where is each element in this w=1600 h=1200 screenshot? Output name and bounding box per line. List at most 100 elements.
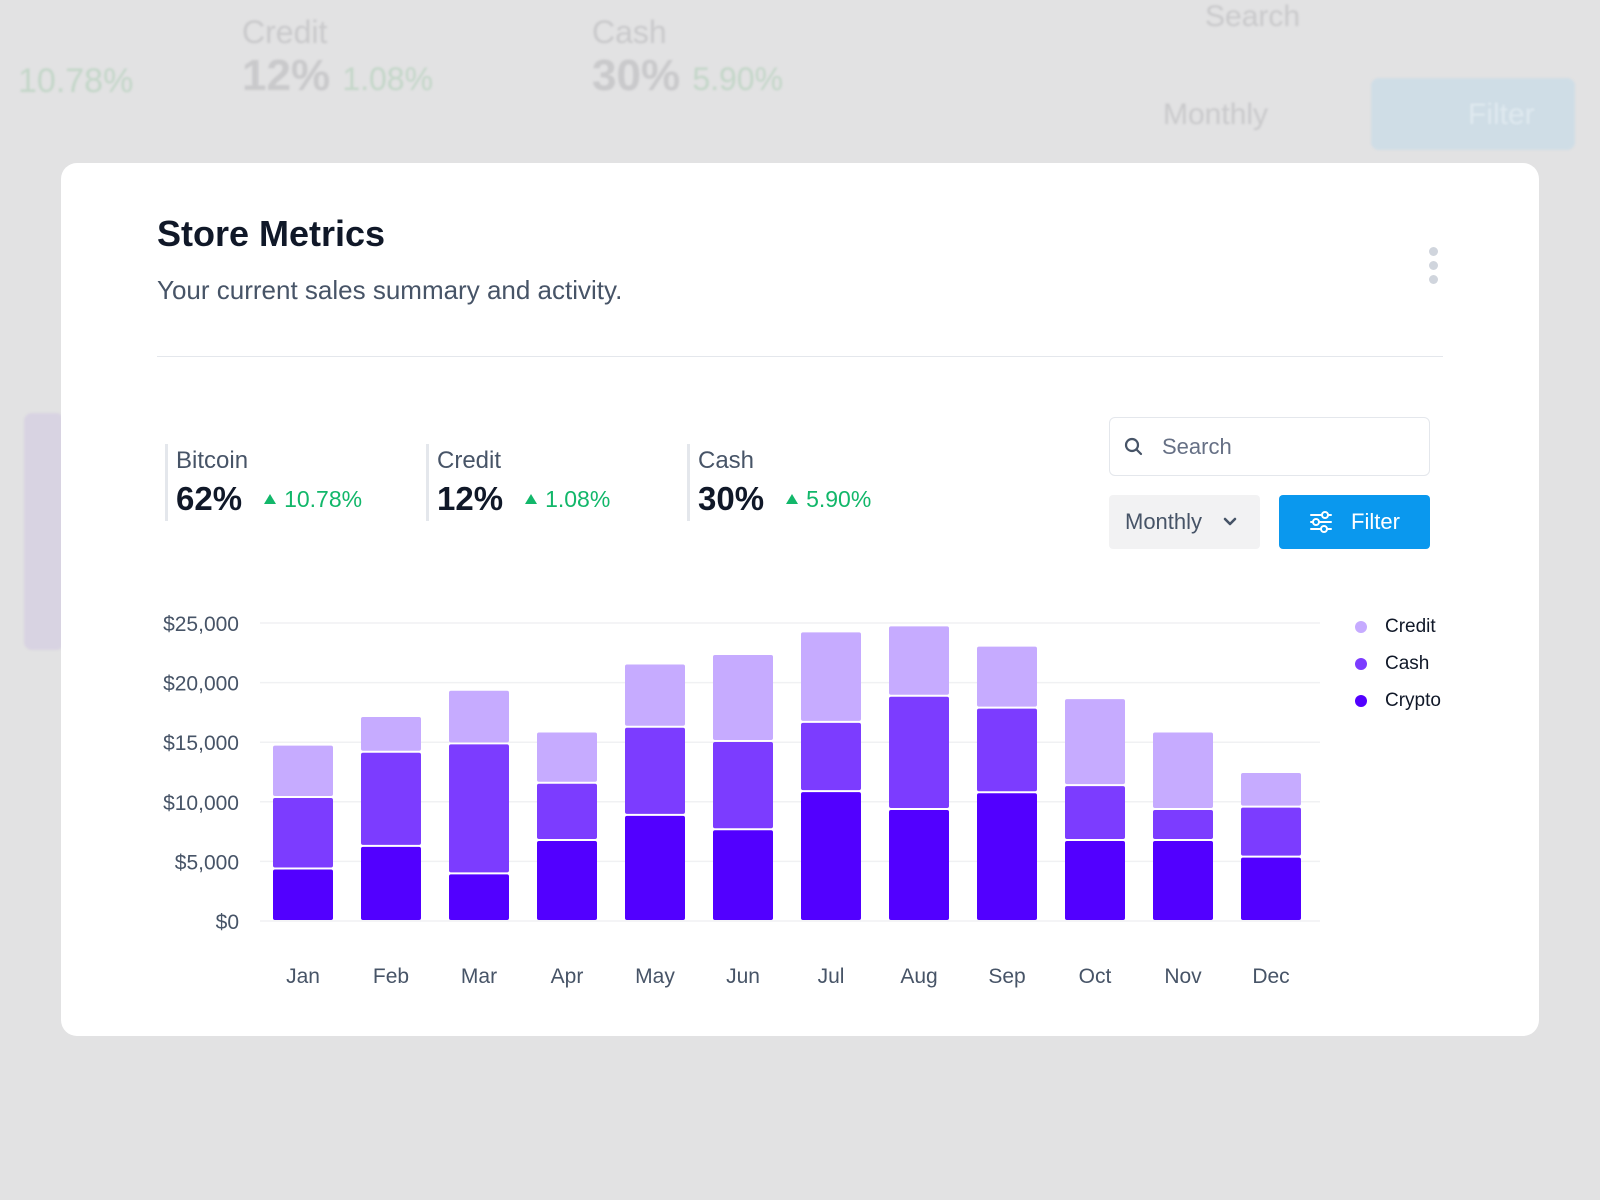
bar-cash-oct [1065,786,1125,839]
legend-label: Cash [1385,652,1430,674]
sliders-icon [1310,511,1333,533]
bar-cash-aug [889,696,949,808]
bar-credit-jun [713,654,773,741]
chevron-down-icon [1223,517,1237,526]
bg-bars [24,413,64,650]
bar-credit-feb [361,716,421,751]
bar-crypto-sep [977,793,1037,920]
bg-search: Search [1205,0,1301,33]
bar-crypto-jan [273,869,333,920]
bar-cash-jan [273,798,333,868]
bar-credit-jan [273,745,333,797]
bar-crypto-may [625,815,685,920]
bar-credit-jul [801,632,861,721]
legend-label: Credit [1385,615,1436,637]
legend-item-crypto: Crypto [1355,682,1441,719]
bar-credit-aug [889,626,949,695]
x-tick-label: Oct [1079,965,1112,988]
bar-crypto-apr [537,840,597,920]
legend-dot-icon [1355,694,1367,707]
bar-cash-nov [1153,809,1213,839]
x-tick-label: Jul [818,965,845,988]
legend-item-credit: Credit [1355,608,1441,645]
bar-credit-may [625,664,685,726]
bar-cash-jul [801,722,861,791]
bar-cash-feb [361,752,421,845]
bar-credit-apr [537,732,597,782]
y-tick-label: $25,000 [163,613,239,636]
stat-cash: Cash 30% 5.90% [687,444,871,521]
x-tick-label: Apr [551,965,584,988]
chart-legend: Credit Cash Crypto [1355,608,1441,719]
filter-button[interactable]: Filter [1279,495,1430,549]
search-field[interactable] [1109,417,1430,476]
x-tick-label: Nov [1164,965,1202,988]
bar-credit-dec [1241,773,1301,806]
stat-label: Cash [698,447,755,474]
bar-credit-oct [1065,699,1125,785]
stat-change: 1.08% [525,486,610,513]
y-tick-label: $10,000 [163,792,239,815]
bar-crypto-nov [1153,840,1213,920]
stat-value: 62% [176,480,243,517]
page-subtitle: Your current sales summary and activity. [157,275,623,305]
bg-change-1: 10.78% [18,62,134,100]
bar-crypto-dec [1241,857,1301,920]
x-tick-label: Jun [726,965,760,988]
bg-stat-cash: Cash 30% 5.90% [592,14,784,100]
x-tick-label: May [635,965,675,988]
bar-cash-mar [449,744,509,873]
legend-dot-icon [1355,620,1367,633]
bg-stat-credit: Credit 12% 1.08% [242,14,434,100]
bg-filter-label: Filter [1468,98,1535,131]
x-tick-label: Feb [373,965,409,988]
search-input[interactable] [1160,432,1404,461]
legend-item-cash: Cash [1355,645,1441,682]
bar-cash-dec [1241,807,1301,856]
period-value: Monthly [1125,509,1203,534]
stat-label: Credit [437,447,502,474]
more-options-icon[interactable] [1429,247,1439,291]
stat-value: 12% [437,480,504,517]
legend-label: Crypto [1385,689,1441,711]
y-tick-label: $20,000 [163,673,239,696]
bar-crypto-aug [889,809,949,920]
bar-cash-apr [537,783,597,839]
y-tick-label: $15,000 [163,732,239,755]
x-tick-label: Mar [461,965,497,988]
stat-bitcoin: Bitcoin 62% 10.78% [165,444,362,521]
bar-credit-mar [449,690,509,743]
bar-cash-sep [977,708,1037,792]
y-tick-label: $0 [216,911,239,934]
search-icon [1124,437,1143,455]
bar-credit-sep [977,646,1037,707]
stacked-bar-chart: $0 $5,000 $10,000 $15,000 $20,000 $25,000 Jan F… [163,613,1320,988]
bar-crypto-mar [449,874,509,920]
stat-change: 5.90% [786,486,871,513]
bg-filter-button [1371,78,1575,150]
store-metrics-card: Store Metrics Your current sales summary… [61,163,1539,1036]
divider [157,356,1443,357]
bar-crypto-jun [713,830,773,920]
arrow-up-icon [525,494,538,504]
bar-crypto-feb [361,846,421,920]
stat-label: Bitcoin [176,447,249,474]
bg-period: Monthly [1163,98,1269,131]
x-tick-label: Sep [988,965,1025,988]
y-tick-label: $5,000 [175,851,239,874]
x-tick-label: Dec [1252,965,1289,988]
period-select[interactable]: Monthly [1109,495,1260,549]
filter-label: Filter [1351,509,1400,534]
bar-crypto-jul [801,792,861,920]
legend-dot-icon [1355,657,1367,670]
stat-value: 30% [698,480,765,517]
page-title: Store Metrics [157,213,386,254]
arrow-up-icon [786,494,799,504]
bar-cash-may [625,727,685,814]
arrow-up-icon [264,494,277,504]
stat-change: 10.78% [264,486,362,513]
bar-cash-jun [713,742,773,829]
x-tick-label: Jan [286,965,320,988]
bar-crypto-oct [1065,840,1125,920]
stat-credit: Credit 12% 1.08% [426,444,610,521]
